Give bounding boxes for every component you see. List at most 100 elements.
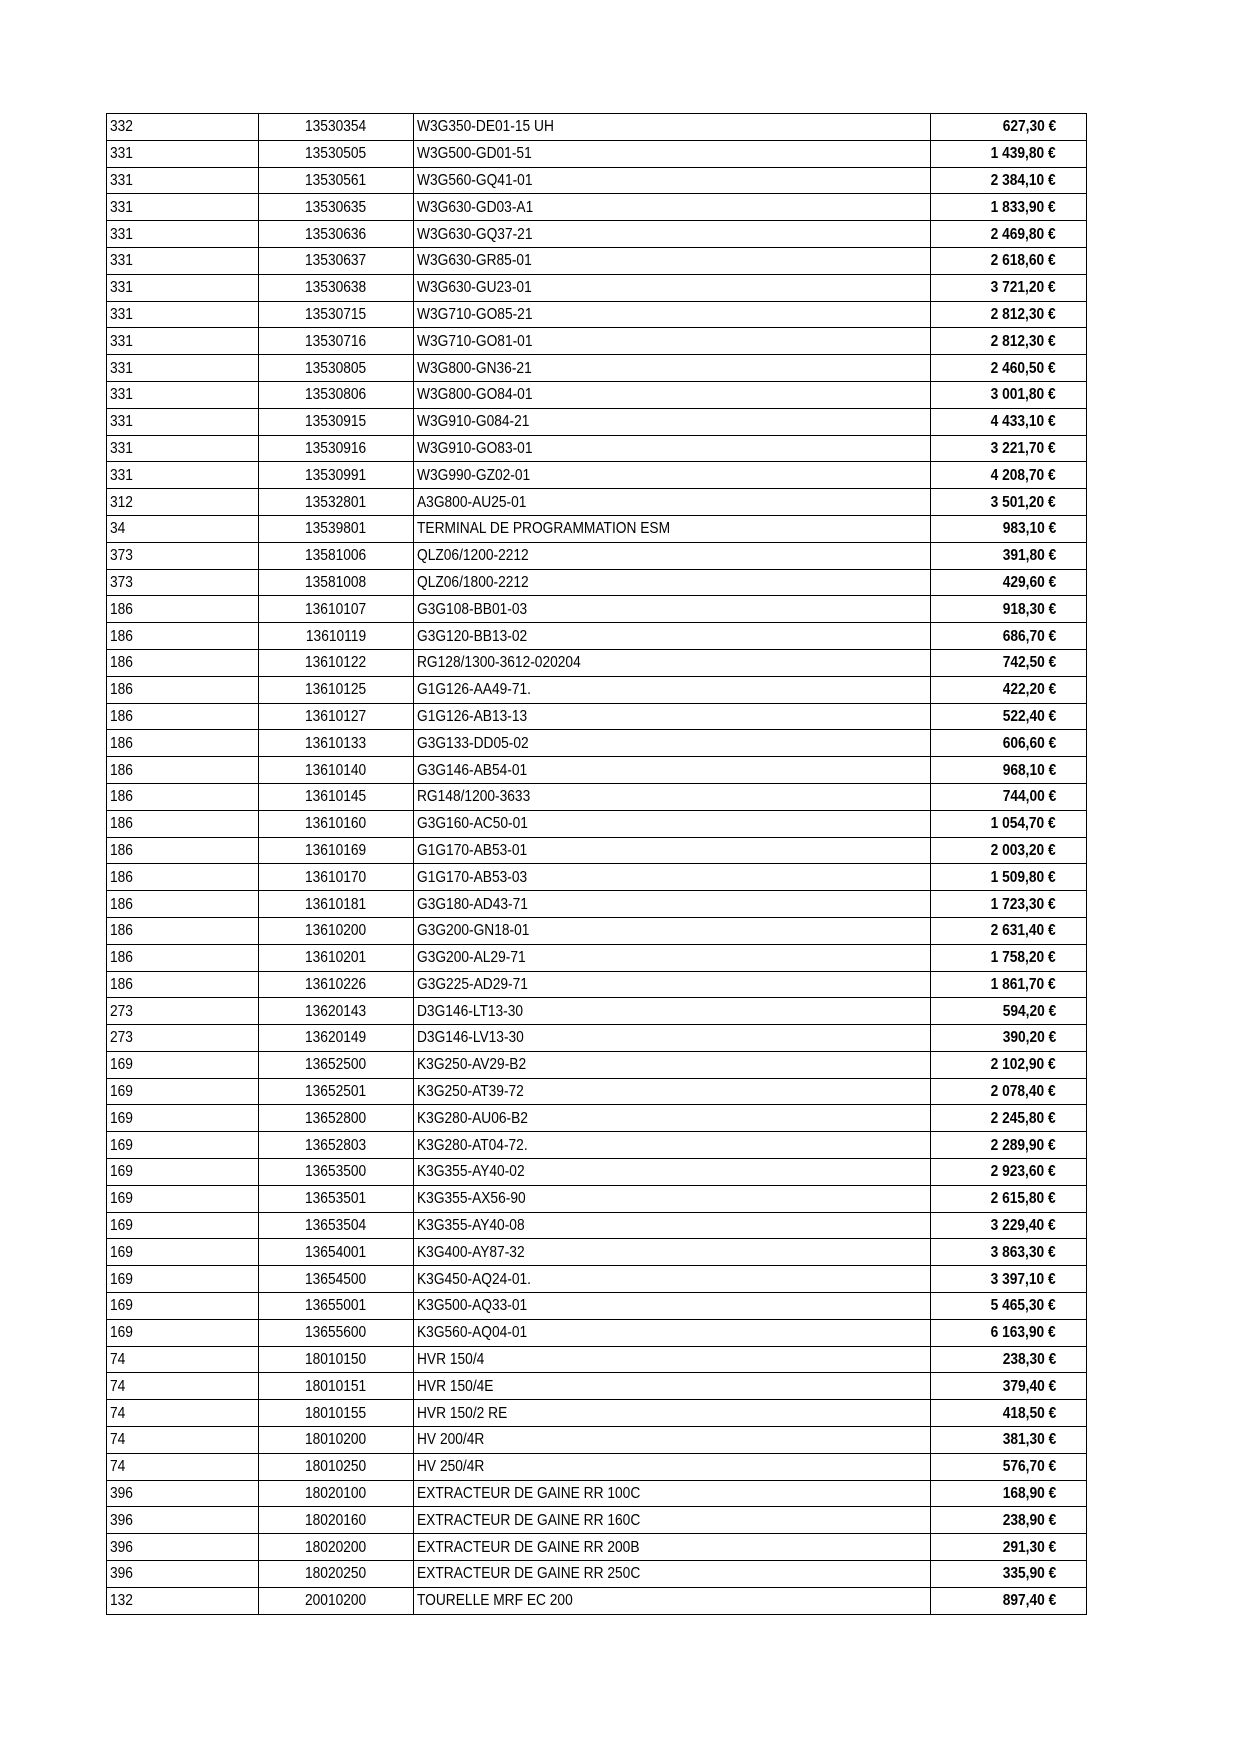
- article-number-cell-text: 13610200: [305, 922, 367, 940]
- price-cell: 1 509,80 €: [930, 863, 1087, 892]
- group-code-cell: 186: [106, 595, 259, 624]
- group-code-cell-text: 169: [110, 1297, 133, 1315]
- group-code-cell-text: 132: [110, 1592, 133, 1610]
- price-cell-text: 2 812,30 €: [990, 305, 1056, 323]
- table-row: 186 13610181 G3G180-AD43-71 1 723,30 €: [106, 890, 1087, 918]
- product-reference-cell-text: W3G710-GO81-01: [417, 332, 533, 350]
- article-number-cell: 13652501: [258, 1077, 414, 1106]
- group-code-cell: 186: [106, 756, 259, 784]
- group-code-cell-text: 273: [110, 1029, 133, 1047]
- product-reference-cell: G3G200-AL29-71: [413, 943, 931, 972]
- article-number-cell: 13654001: [258, 1238, 414, 1267]
- article-number-cell-text: 18010151: [305, 1377, 367, 1395]
- article-number-cell: 13652803: [258, 1131, 414, 1160]
- group-code-cell-text: 373: [110, 547, 133, 565]
- group-code-cell-text: 331: [110, 279, 133, 297]
- product-reference-cell-text: K3G400-AY87-32: [417, 1243, 525, 1261]
- group-code-cell-text: 169: [110, 1243, 133, 1261]
- product-reference-cell-text: G3G120-BB13-02: [417, 627, 528, 645]
- product-reference-cell: HVR 150/4: [413, 1345, 931, 1374]
- group-code-cell: 74: [106, 1426, 259, 1454]
- price-cell-text: 2 078,40 €: [990, 1083, 1056, 1101]
- price-cell-text: 291,30 €: [1002, 1538, 1056, 1556]
- group-code-cell: 169: [106, 1158, 259, 1186]
- table-row: 186 13610201 G3G200-AL29-71 1 758,20 €: [106, 943, 1087, 972]
- group-code-cell: 186: [106, 809, 259, 838]
- product-reference-cell-text: K3G355-AX56-90: [417, 1190, 526, 1208]
- article-number-cell: 13610107: [258, 595, 414, 624]
- price-cell: 4 208,70 €: [930, 461, 1087, 490]
- price-cell-text: 2 812,30 €: [990, 332, 1056, 350]
- price-cell-text: 744,00 €: [1002, 788, 1056, 806]
- group-code-cell-text: 186: [110, 841, 133, 859]
- article-number-cell: 13655600: [258, 1318, 414, 1347]
- price-cell: 2 615,80 €: [930, 1184, 1087, 1213]
- group-code-cell-text: 331: [110, 225, 133, 243]
- product-reference-cell-text: G3G180-AD43-71: [417, 895, 528, 913]
- table-row: 169 13655600 K3G560-AQ04-01 6 163,90 €: [106, 1318, 1087, 1347]
- table-row: 331 13530715 W3G710-GO85-21 2 812,30 €: [106, 300, 1087, 329]
- price-cell-text: 3 501,20 €: [990, 493, 1056, 511]
- group-code-cell: 169: [106, 1184, 259, 1213]
- price-cell-text: 2 923,60 €: [990, 1163, 1056, 1181]
- table-row: 186 13610119 G3G120-BB13-02 686,70 €: [106, 622, 1087, 650]
- group-code-cell-text: 331: [110, 439, 133, 457]
- product-reference-cell-text: W3G560-GQ41-01: [417, 171, 533, 189]
- group-code-cell: 331: [106, 273, 259, 302]
- price-cell: 1 833,90 €: [930, 193, 1087, 222]
- group-code-cell-text: 186: [110, 815, 133, 833]
- group-code-cell: 331: [106, 327, 259, 356]
- product-reference-cell-text: W3G350-DE01-15 UH: [417, 118, 554, 136]
- price-cell-text: 418,50 €: [1002, 1404, 1056, 1422]
- product-reference-cell: K3G280-AU06-B2: [413, 1104, 931, 1133]
- product-reference-cell: W3G560-GQ41-01: [413, 166, 931, 195]
- product-reference-cell-text: K3G250-AT39-72: [417, 1083, 524, 1101]
- product-reference-cell: W3G910-GO83-01: [413, 434, 931, 463]
- price-cell: 291,30 €: [930, 1533, 1087, 1562]
- product-reference-cell-text: TERMINAL DE PROGRAMMATION ESM: [417, 520, 671, 538]
- group-code-cell-text: 186: [110, 895, 133, 913]
- price-cell: 2 102,90 €: [930, 1050, 1087, 1079]
- price-cell-text: 2 003,20 €: [990, 841, 1056, 859]
- product-reference-cell: RG148/1200-3633: [413, 782, 931, 811]
- price-cell: 422,20 €: [930, 675, 1087, 704]
- product-reference-cell-text: EXTRACTEUR DE GAINE RR 200B: [417, 1538, 640, 1556]
- price-cell: 5 465,30 €: [930, 1292, 1087, 1320]
- table-row: 169 13652803 K3G280-AT04-72. 2 289,90 €: [106, 1131, 1087, 1160]
- group-code-cell-text: 169: [110, 1109, 133, 1127]
- product-reference-cell-text: HV 250/4R: [417, 1458, 485, 1476]
- product-reference-cell: G3G120-BB13-02: [413, 622, 931, 650]
- article-number-cell: 13530716: [258, 327, 414, 356]
- price-cell: 418,50 €: [930, 1399, 1087, 1428]
- article-number-cell: 13530805: [258, 354, 414, 382]
- article-number-cell-text: 13610170: [305, 868, 367, 886]
- group-code-cell: 396: [106, 1506, 259, 1535]
- group-code-cell-text: 273: [110, 1002, 133, 1020]
- price-cell-text: 238,30 €: [1002, 1351, 1056, 1369]
- product-reference-cell: G3G160-AC50-01: [413, 809, 931, 838]
- product-reference-cell-text: TOURELLE MRF EC 200: [417, 1592, 573, 1610]
- table-row: 74 18010150 HVR 150/4 238,30 €: [106, 1345, 1087, 1374]
- price-cell: 3 501,20 €: [930, 488, 1087, 516]
- article-number-cell: 13652500: [258, 1050, 414, 1079]
- price-cell: 4 433,10 €: [930, 407, 1087, 436]
- table-row: 169 13653501 K3G355-AX56-90 2 615,80 €: [106, 1184, 1087, 1213]
- price-cell-text: 422,20 €: [1002, 681, 1056, 699]
- group-code-cell: 74: [106, 1372, 259, 1401]
- group-code-cell: 396: [106, 1560, 259, 1588]
- article-number-cell-text: 13530638: [305, 279, 367, 297]
- table-row: 169 13652500 K3G250-AV29-B2 2 102,90 €: [106, 1050, 1087, 1079]
- price-cell: 2 078,40 €: [930, 1077, 1087, 1106]
- group-code-cell: 186: [106, 702, 259, 731]
- product-reference-cell-text: EXTRACTEUR DE GAINE RR 100C: [417, 1485, 641, 1503]
- article-number-cell-text: 18020200: [305, 1538, 367, 1556]
- price-cell-text: 429,60 €: [1002, 573, 1056, 591]
- price-cell-text: 2 460,50 €: [990, 359, 1056, 377]
- group-code-cell: 373: [106, 541, 259, 570]
- article-number-cell-text: 13532801: [305, 493, 367, 511]
- article-number-cell: 18010151: [258, 1372, 414, 1401]
- table-row: 331 13530561 W3G560-GQ41-01 2 384,10 €: [106, 166, 1087, 195]
- table-row: 186 13610140 G3G146-AB54-01 968,10 €: [106, 756, 1087, 784]
- group-code-cell: 169: [106, 1238, 259, 1267]
- group-code-cell: 331: [106, 407, 259, 436]
